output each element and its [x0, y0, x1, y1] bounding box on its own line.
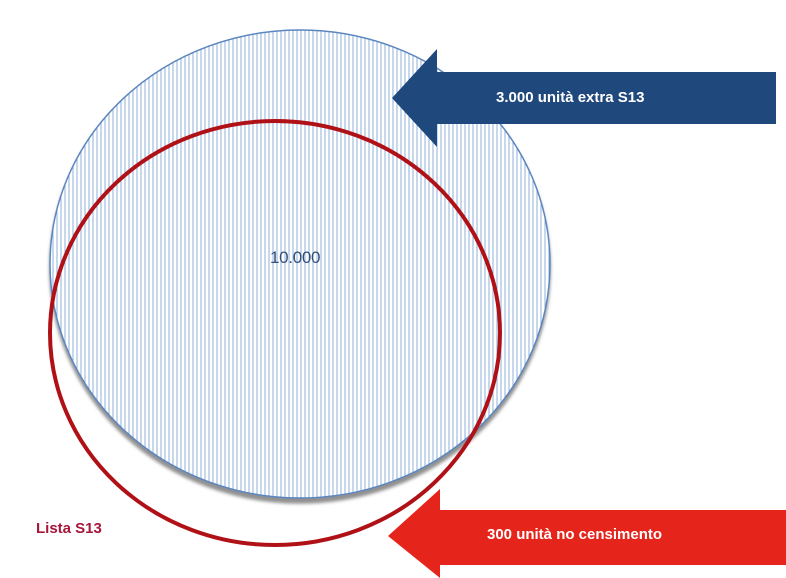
arrow-top: [392, 49, 776, 147]
center-value-label: 10.000: [270, 248, 321, 267]
census-circle: [49, 29, 551, 499]
arrow-bottom: [388, 489, 786, 578]
arrow-top-label: 3.000 unità extra S13: [496, 89, 645, 106]
arrow-bottom-label: 300 unità no censimento: [487, 526, 663, 543]
list-s13-circle: [48, 119, 502, 547]
list-s13-label: Lista S13: [36, 520, 102, 537]
